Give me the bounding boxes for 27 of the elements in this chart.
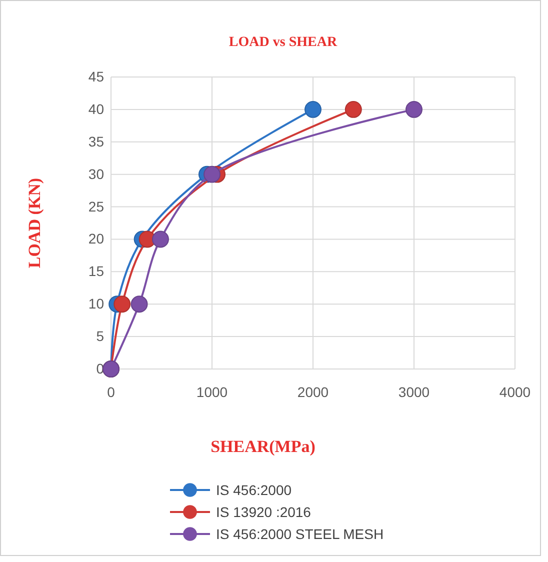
point	[406, 100, 422, 118]
y-tick-label: 5	[96, 328, 104, 344]
y-tick-label: 30	[88, 166, 104, 182]
y-tick-label: 10	[88, 296, 104, 312]
x-axis-title: SHEAR(MPa)	[210, 437, 316, 456]
x-tick-label: 4000	[499, 384, 531, 400]
x-tick-label: 3000	[398, 384, 430, 400]
y-axis-title: LOAD (KN)	[25, 178, 44, 268]
x-tick-label: 0	[107, 384, 116, 400]
y-tick-label: 45	[88, 68, 104, 84]
chart-title: LOAD vs SHEAR	[228, 35, 338, 50]
y-tick-label: 40	[88, 100, 104, 117]
x-tick-label: 2000	[297, 384, 329, 400]
legend-label: IS 13920 :2016	[216, 504, 312, 520]
point	[304, 100, 322, 118]
point	[114, 296, 131, 313]
legend-label: IS 456:2000 STEEL MESH	[216, 526, 384, 542]
y-tick-label: 20	[88, 230, 104, 247]
point	[204, 166, 220, 183]
x-tick-label: 1000	[196, 384, 228, 400]
legend-label: IS 456:2000	[216, 482, 292, 498]
y-tick-label: 15	[88, 263, 104, 280]
y-tick-label: 25	[88, 198, 104, 214]
point	[130, 296, 148, 313]
point	[344, 100, 362, 118]
y-tick-label: 35	[88, 133, 104, 150]
point	[152, 230, 169, 248]
